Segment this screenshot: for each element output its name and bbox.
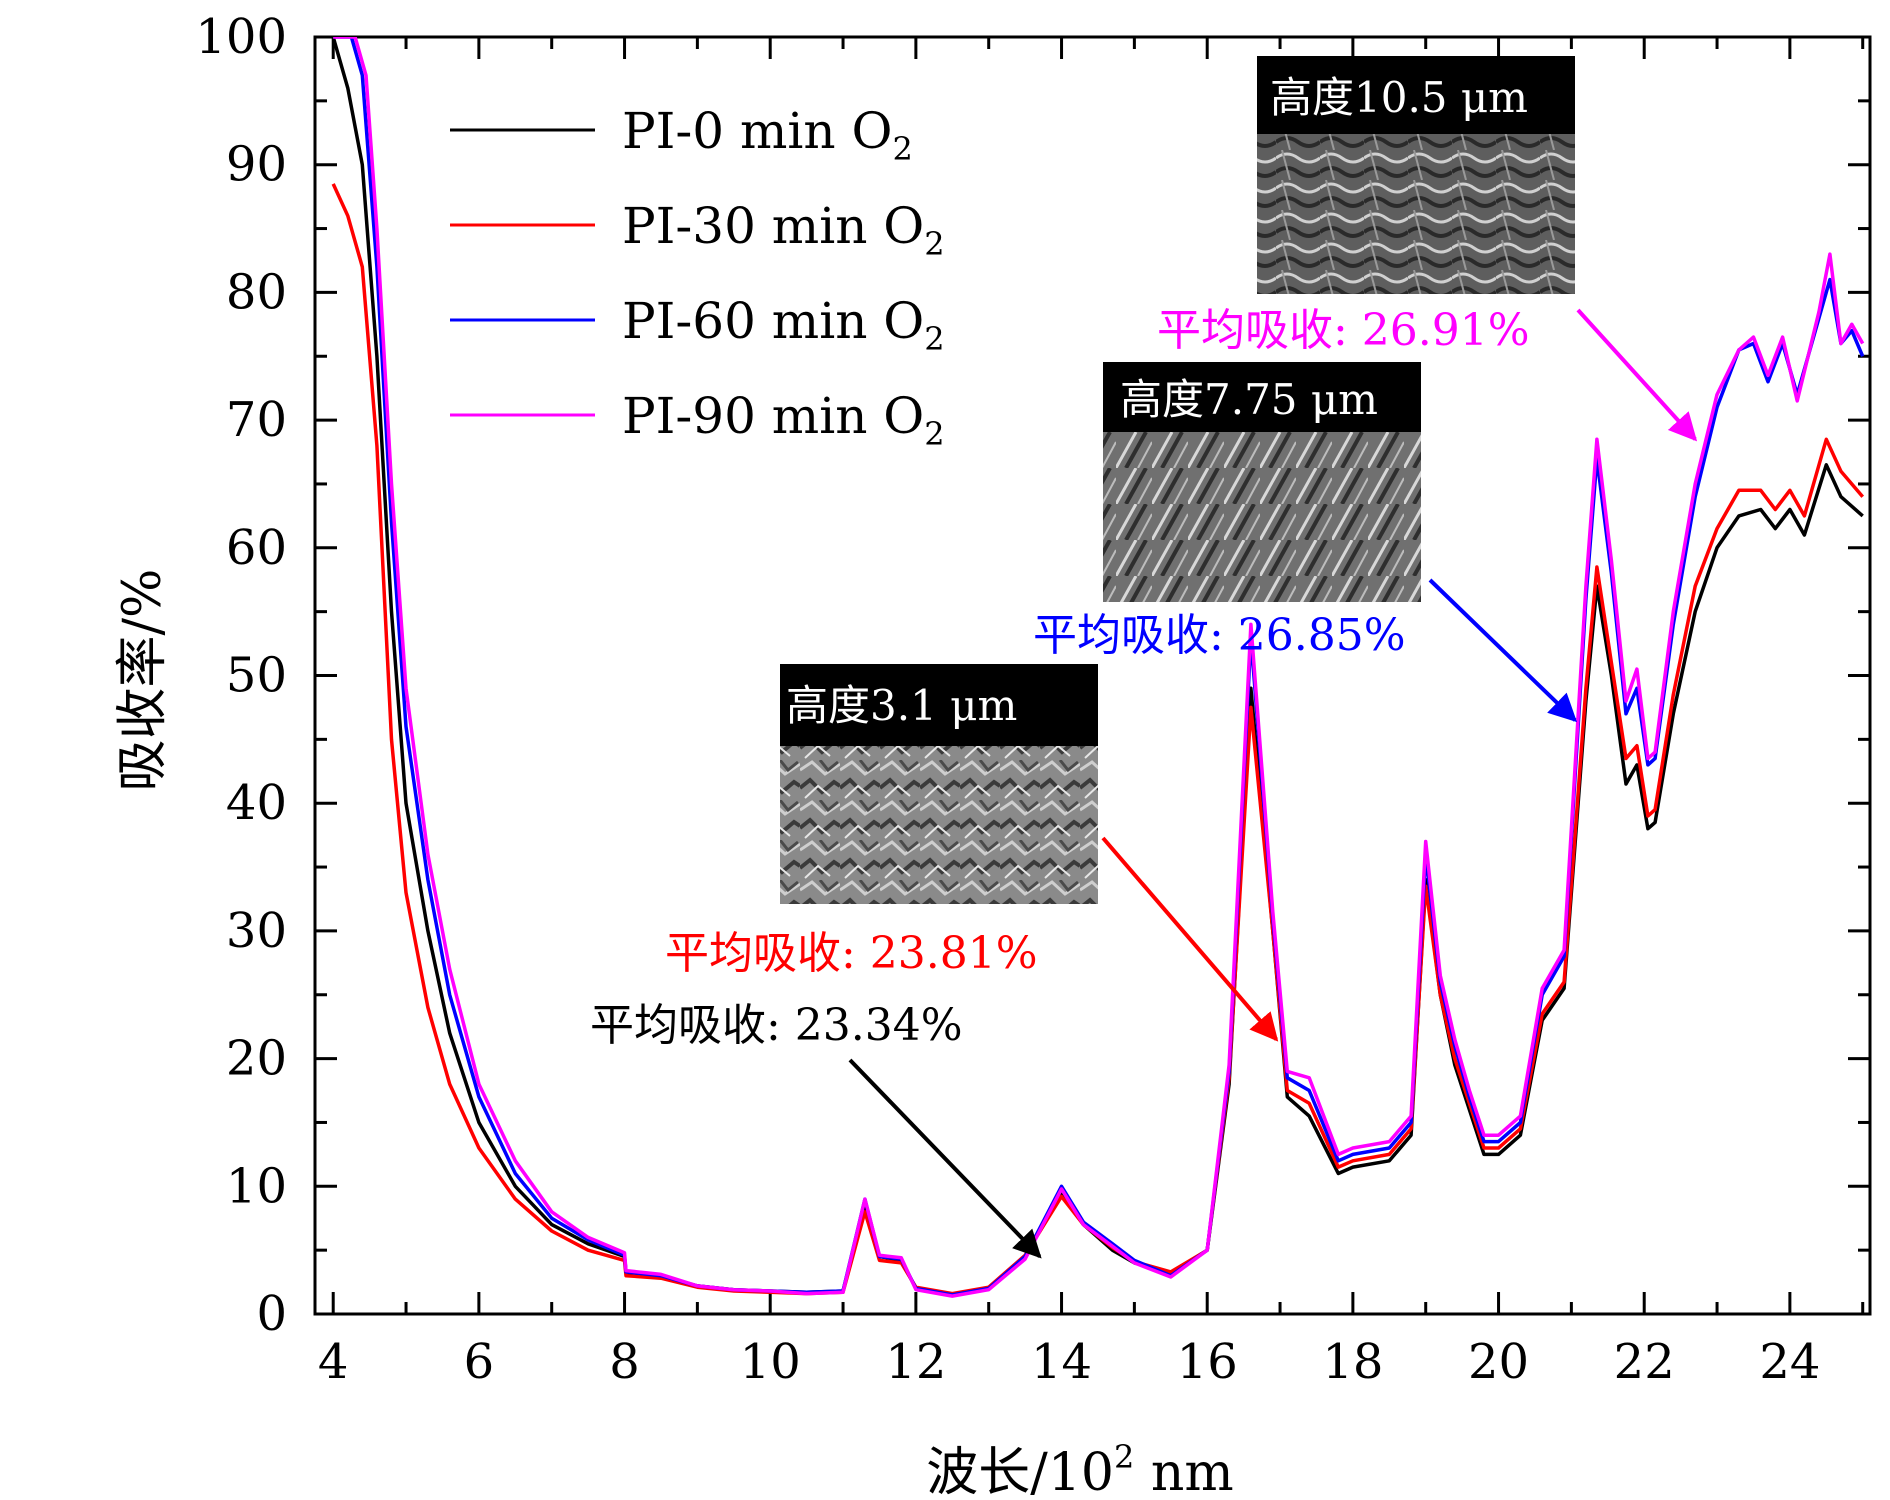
series-group (331, 37, 1865, 1298)
y-tick-label: 90 (226, 137, 287, 193)
annotation-avg-90min: 平均吸收: 26.91% (1157, 305, 1530, 356)
x-axis-title-unit: nm (1134, 1443, 1233, 1500)
inset-7-75um: 高度7.75 μm (1103, 362, 1421, 602)
x-axis-title-sup: 2 (1114, 1438, 1134, 1476)
inset-3-1um-image (780, 746, 1098, 904)
inset-7-75um-title: 高度7.75 μm (1120, 375, 1378, 424)
y-tick-label: 20 (226, 1031, 287, 1087)
annotation-avg-30min: 平均吸收: 23.81% (665, 928, 1038, 979)
inset-7-75um-image (1103, 432, 1421, 602)
x-tick-label: 6 (464, 1334, 495, 1390)
x-tick-label: 22 (1614, 1334, 1675, 1390)
annotation-arrow-1 (1101, 836, 1279, 1042)
x-tick-label: 4 (318, 1334, 349, 1390)
annotation-arrows (848, 308, 1698, 1259)
x-tick-label: 10 (740, 1334, 801, 1390)
y-tick-label: 40 (226, 775, 287, 831)
x-tick-label: 20 (1468, 1334, 1529, 1390)
x-tick-label: 8 (609, 1334, 640, 1390)
annotation-arrow-2 (1428, 578, 1578, 723)
axis-ticks (315, 35, 1870, 1316)
legend-label-2: PI-60 min O2 (622, 292, 945, 358)
inset-10-5um-title-bg (1257, 56, 1575, 134)
inset-10-5um-image (1257, 134, 1575, 294)
legend-label-0: PI-0 min O2 (622, 102, 913, 168)
x-tick-label: 14 (1031, 1334, 1092, 1390)
x-axis-title: 波长/102 nm (926, 1438, 1233, 1500)
legend-label-3: PI-90 min O2 (622, 387, 945, 453)
annotation-avg-0min: 平均吸收: 23.34% (590, 1000, 963, 1051)
series-line-3 (333, 37, 1865, 1298)
series-line-1 (331, 183, 1865, 1296)
series-line-0 (331, 37, 1864, 1297)
annotation-arrow-3 (1576, 308, 1698, 442)
x-tick-label: 12 (885, 1334, 946, 1390)
x-tick-label: 18 (1322, 1334, 1383, 1390)
y-tick-label: 50 (226, 648, 287, 704)
y-tick-label: 60 (226, 520, 287, 576)
tick-labels: 4 6 8 10 12 14 16 18 20 22 24 0 10 20 30 40 50 60 70 80 90 10… (195, 9, 1820, 1390)
legend-label-1: PI-30 min O2 (622, 197, 945, 263)
legend: PI-0 min O2 PI-30 min O2 PI-60 min O2 PI… (450, 102, 945, 453)
inset-10-5um-title: 高度10.5 μm (1270, 73, 1528, 122)
x-tick-label: 16 (1177, 1334, 1238, 1390)
x-axis-title-main: 波长/10 (926, 1443, 1114, 1500)
inset-10-5um: 高度10.5 μm (1257, 56, 1575, 294)
y-tick-label: 80 (226, 264, 287, 320)
y-axis-title: 吸收率/% (113, 569, 173, 792)
inset-3-1um-title-bg (780, 664, 1098, 746)
annotation-arrow-0 (848, 1058, 1042, 1259)
y-tick-label: 70 (226, 392, 287, 448)
inset-3-1um: 高度3.1 μm (780, 664, 1098, 904)
y-tick-label: 0 (256, 1286, 287, 1342)
annotation-avg-60min: 平均吸收: 26.85% (1033, 610, 1406, 661)
y-tick-label: 30 (226, 903, 287, 959)
x-tick-label: 24 (1759, 1334, 1820, 1390)
inset-3-1um-title: 高度3.1 μm (786, 681, 1017, 730)
y-tick-label: 100 (195, 9, 287, 65)
inset-7-75um-title-bg (1103, 362, 1421, 432)
y-tick-label: 10 (226, 1158, 287, 1214)
